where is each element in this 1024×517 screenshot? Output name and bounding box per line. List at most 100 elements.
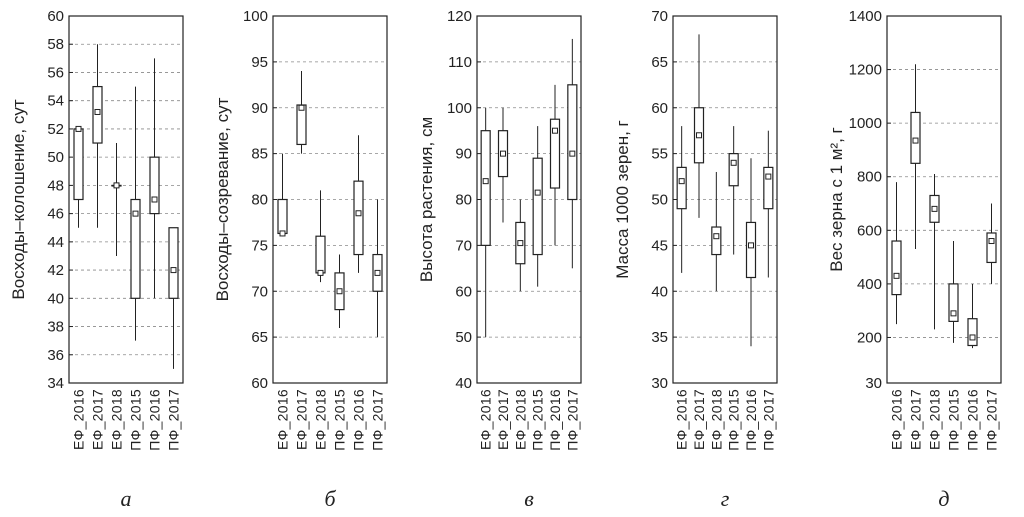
- y-tick-label: 100: [447, 100, 472, 117]
- median-marker: [317, 269, 324, 276]
- category-label: ПФ_2017: [166, 389, 182, 451]
- y-tick-label: 800: [857, 169, 882, 186]
- box-ПФ_2017: [763, 130, 774, 278]
- y-tick-label: 60: [251, 375, 268, 392]
- median-marker: [534, 189, 541, 196]
- median-marker: [931, 205, 938, 212]
- median-marker: [500, 150, 506, 157]
- y-tick-label: 1000: [849, 115, 882, 132]
- y-tick-label: 65: [651, 54, 668, 71]
- y-tick-label: 58: [47, 36, 64, 53]
- box-ПФ_2016: [149, 58, 160, 299]
- y-tick-label: 40: [47, 290, 64, 307]
- y-tick-label: 85: [251, 146, 268, 163]
- category-label: ПФ_2015: [128, 389, 144, 451]
- category-label: ПФ_2017: [760, 389, 776, 451]
- box-iqr: [549, 118, 561, 189]
- y-tick-label: 52: [47, 121, 64, 138]
- box-ПФ_2017: [986, 203, 997, 284]
- y-tick-label: 70: [455, 237, 472, 254]
- box-iqr: [728, 153, 739, 187]
- y-tick-label: 44: [47, 234, 64, 251]
- category-label: ПФ_2015: [332, 389, 348, 451]
- y-tick-label: 1400: [849, 8, 882, 25]
- category-label: ПФ_2017: [370, 389, 386, 451]
- y-tick-label: 56: [47, 64, 64, 81]
- box-iqr: [967, 318, 978, 347]
- box-ПФ_2017: [372, 199, 383, 338]
- y-tick-label: 95: [251, 54, 268, 71]
- panel-label: в: [524, 486, 534, 511]
- y-axis-label: Вес зерна с 1 м², г: [827, 127, 846, 272]
- y-tick-label: 80: [251, 192, 268, 209]
- y-tick-label: 60: [651, 100, 668, 117]
- box-ПФ_2016: [967, 283, 978, 349]
- y-axis-label: Восходы–созревание, сут: [213, 97, 232, 301]
- median-marker: [893, 272, 900, 279]
- median-marker: [132, 210, 139, 217]
- median-marker: [517, 240, 524, 247]
- plot-frame: [68, 15, 184, 384]
- y-tick-label: 70: [651, 8, 668, 25]
- category-label: ЕФ_2017: [691, 389, 707, 450]
- plot-frame: [476, 15, 582, 384]
- box-iqr: [149, 156, 160, 215]
- median-marker: [298, 104, 305, 111]
- median-marker: [94, 108, 101, 115]
- box-ПФ_2015: [130, 86, 141, 341]
- median-marker: [912, 137, 919, 144]
- category-label: ЕФ_2016: [71, 389, 87, 450]
- category-label: ЕФ_2016: [275, 389, 291, 450]
- category-label: ПФ_2015: [946, 389, 962, 451]
- median-marker: [730, 159, 737, 166]
- median-marker: [113, 182, 120, 189]
- y-tick-label: 36: [47, 347, 64, 364]
- category-label: ЕФ_2018: [708, 389, 724, 450]
- median-marker: [279, 230, 286, 237]
- median-marker: [569, 150, 576, 157]
- box-ЕФ_2017: [693, 34, 705, 218]
- box-iqr: [891, 240, 902, 296]
- box-ЕФ_2018: [711, 171, 722, 292]
- category-label: ПФ_2016: [965, 389, 981, 451]
- y-tick-label: 80: [455, 192, 472, 209]
- median-marker: [151, 196, 158, 203]
- median-marker: [969, 334, 976, 341]
- chart-panel-2: 40 50 60 70 80 90 100 110 120 ЕФ_2016 ЕФ_2017 ЕФ_20…: [417, 8, 582, 511]
- y-tick-label: 60: [47, 8, 64, 25]
- y-axis-label: Высота растения, см: [417, 117, 436, 282]
- y-tick-label: 400: [857, 276, 882, 293]
- box-iqr: [168, 227, 179, 299]
- median-marker: [678, 178, 685, 185]
- box-iqr: [763, 166, 774, 210]
- box-iqr: [948, 283, 959, 322]
- y-tick-label: 46: [47, 206, 64, 223]
- category-label: ПФ_2017: [984, 389, 1000, 451]
- category-label: ПФ_2016: [351, 389, 367, 451]
- median-marker: [950, 310, 957, 317]
- y-tick-label: 65: [251, 329, 268, 346]
- category-label: ПФ_2015: [530, 389, 546, 451]
- category-label: ЕФ_2016: [478, 389, 494, 450]
- box-iqr: [130, 198, 141, 299]
- box-ЕФ_2017: [92, 44, 103, 228]
- y-tick-label: 100: [243, 8, 268, 25]
- chart-panel-4: 30 200 400 600 800 1000 1200 1400 ЕФ_2016 ЕФ_2017…: [827, 8, 1002, 511]
- panel-label: б: [324, 486, 336, 511]
- y-tick-label: 600: [857, 222, 882, 239]
- median-marker: [988, 238, 995, 245]
- box-ЕФ_2016: [73, 125, 84, 228]
- median-marker: [374, 269, 381, 276]
- box-iqr: [711, 226, 722, 256]
- box-ЕФ_2016: [277, 153, 288, 237]
- y-tick-label: 200: [857, 329, 882, 346]
- plot-frame: [672, 15, 778, 384]
- y-tick-label: 54: [47, 93, 64, 110]
- category-label: ПФ_2016: [147, 389, 163, 451]
- y-tick-label: 38: [47, 319, 64, 336]
- y-tick-label: 35: [651, 329, 668, 346]
- box-ПФ_2015: [334, 254, 345, 328]
